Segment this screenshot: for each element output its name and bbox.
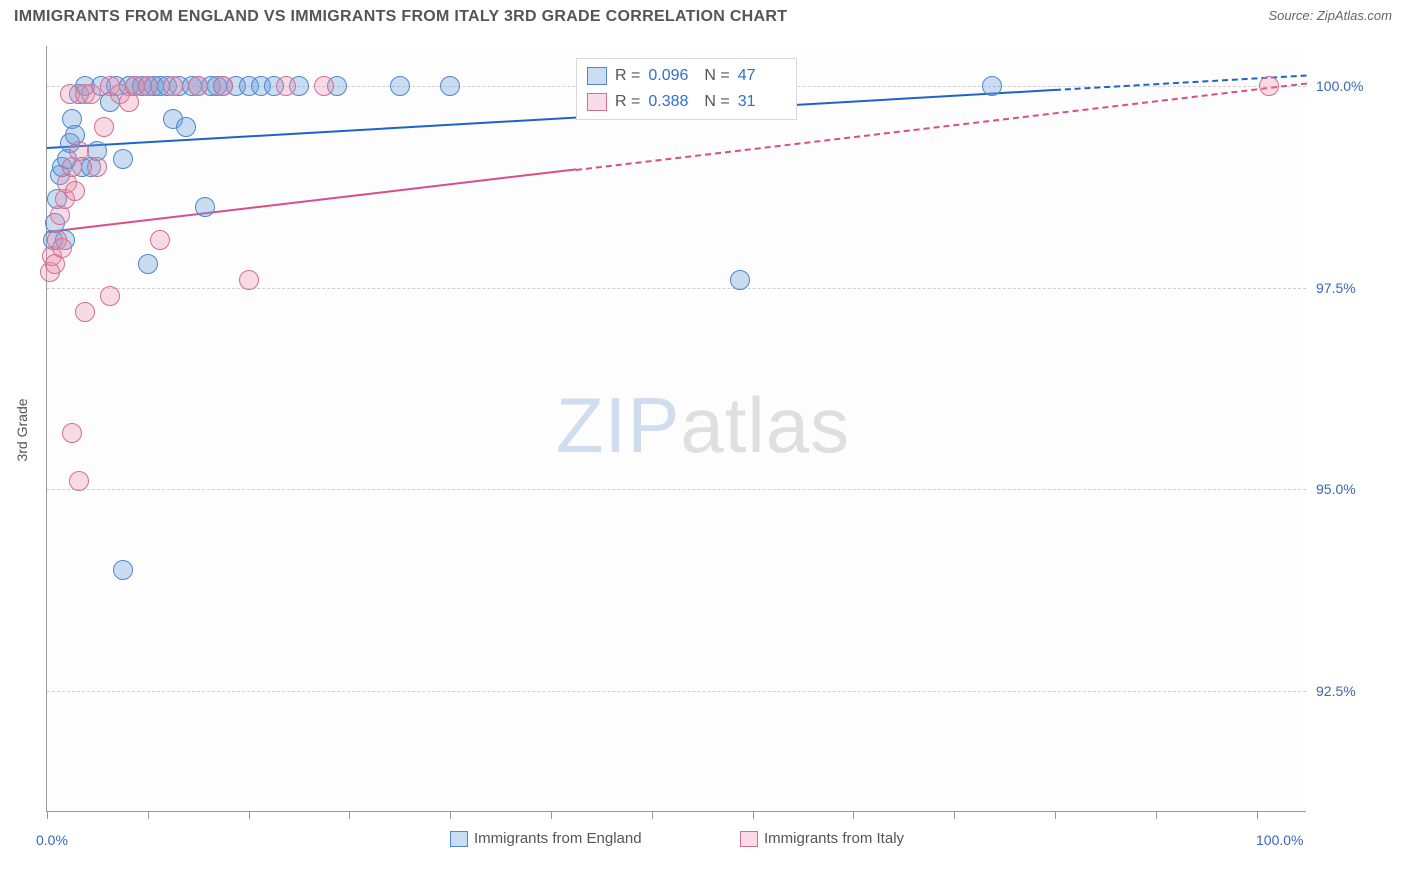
source-name: ZipAtlas.com [1317,8,1392,23]
source-prefix: Source: [1268,8,1316,23]
x-tick [148,811,149,819]
legend-swatch-england [450,831,468,847]
x-tick [47,811,48,819]
scatter-point-italy [314,76,334,96]
scatter-point-italy [1259,76,1279,96]
legend-bottom-italy: Immigrants from Italy [740,830,904,847]
x-tick-label: 100.0% [1256,832,1303,848]
scatter-point-england [440,76,460,96]
legend-swatch-italy [587,93,607,111]
legend-n-value-england: 47 [738,67,786,85]
x-tick [450,811,451,819]
legend-r-label: R = [615,67,640,85]
chart-title: IMMIGRANTS FROM ENGLAND VS IMMIGRANTS FR… [14,8,787,26]
legend-swatch-england [587,67,607,85]
y-tick-label: 92.5% [1316,683,1356,699]
scatter-point-england [113,560,133,580]
scatter-point-italy [276,76,296,96]
legend-correlation-box: R = 0.096 N = 47 R = 0.388 N = 31 [576,58,797,120]
scatter-point-italy [81,84,101,104]
legend-n-value-italy: 31 [738,93,786,111]
scatter-point-italy [69,141,89,161]
plot-area [46,46,1306,812]
gridline-h [47,288,1306,289]
scatter-point-italy [87,157,107,177]
y-tick-label: 100.0% [1316,78,1363,94]
chart-header: IMMIGRANTS FROM ENGLAND VS IMMIGRANTS FR… [0,0,1406,32]
scatter-point-italy [94,117,114,137]
legend-r-value-england: 0.096 [648,67,696,85]
scatter-point-england [138,254,158,274]
chart-source: Source: ZipAtlas.com [1268,8,1392,23]
x-tick-label: 0.0% [36,832,68,848]
legend-n-label: N = [704,67,729,85]
scatter-point-italy [150,230,170,250]
legend-label-england: Immigrants from England [474,830,642,847]
x-tick [349,811,350,819]
scatter-point-italy [52,238,72,258]
scatter-point-italy [163,76,183,96]
scatter-point-italy [100,286,120,306]
scatter-point-italy [69,471,89,491]
x-tick [853,811,854,819]
x-tick [551,811,552,819]
x-tick [1257,811,1258,819]
scatter-point-england [390,76,410,96]
scatter-point-england [982,76,1002,96]
legend-bottom-england: Immigrants from England [450,830,642,847]
legend-swatch-italy [740,831,758,847]
x-tick [954,811,955,819]
scatter-point-italy [213,76,233,96]
legend-row-england: R = 0.096 N = 47 [587,63,786,89]
scatter-point-italy [75,302,95,322]
scatter-point-italy [239,270,259,290]
regression-line-england [47,89,1055,149]
legend-n-label: N = [704,93,729,111]
regression-line-italy [47,169,576,234]
gridline-h [47,691,1306,692]
scatter-point-england [730,270,750,290]
scatter-point-italy [188,76,208,96]
scatter-point-italy [138,76,158,96]
y-tick-label: 97.5% [1316,280,1356,296]
y-axis-title: 3rd Grade [14,398,30,461]
x-tick [249,811,250,819]
scatter-point-england [113,149,133,169]
x-tick [753,811,754,819]
scatter-point-england [176,117,196,137]
y-tick-label: 95.0% [1316,481,1356,497]
legend-r-value-italy: 0.388 [648,93,696,111]
x-tick [1055,811,1056,819]
legend-r-label: R = [615,93,640,111]
gridline-h [47,489,1306,490]
x-tick [652,811,653,819]
legend-label-italy: Immigrants from Italy [764,830,904,847]
scatter-point-england [195,197,215,217]
scatter-point-italy [65,181,85,201]
legend-row-italy: R = 0.388 N = 31 [587,89,786,115]
scatter-point-italy [62,423,82,443]
x-tick [1156,811,1157,819]
